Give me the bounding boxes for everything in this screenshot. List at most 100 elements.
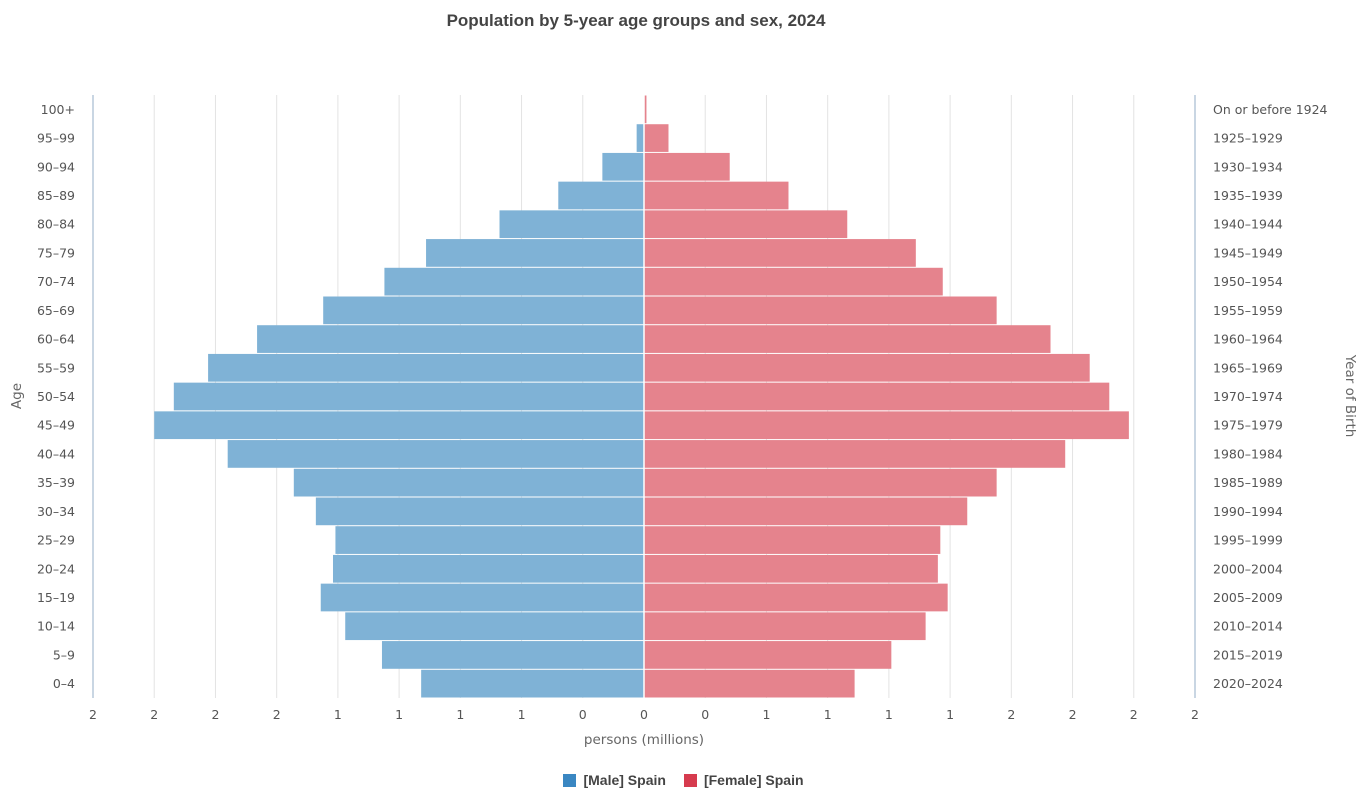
bar-female[interactable] <box>644 210 848 239</box>
year-of-birth-tick-label: 1985–1989 <box>1213 475 1283 490</box>
bar-female[interactable] <box>644 411 1129 440</box>
age-tick-label: 15–19 <box>37 590 75 605</box>
bar-female[interactable] <box>644 239 916 267</box>
y-axis-title: Age <box>9 383 25 409</box>
bar-male[interactable] <box>421 669 644 698</box>
bar-male[interactable] <box>257 325 644 353</box>
legend-item-female[interactable]: [Female] Spain <box>683 772 804 788</box>
year-of-birth-tick-label: 1980–1984 <box>1213 446 1283 461</box>
bar-female[interactable] <box>644 440 1066 468</box>
age-tick-label: 40–44 <box>37 446 75 461</box>
bar-male[interactable] <box>636 124 644 152</box>
x-tick-label: 2 <box>273 707 281 722</box>
legend-label-female: [Female] Spain <box>703 772 804 788</box>
bar-male[interactable] <box>332 554 644 583</box>
year-of-birth-tick-label: 1970–1974 <box>1213 389 1283 404</box>
bar-male[interactable] <box>323 296 644 325</box>
year-of-birth-tick-label: On or before 1924 <box>1213 102 1328 117</box>
x-tick-label: 2 <box>1130 707 1138 722</box>
x-tick-label: 2 <box>150 707 158 722</box>
age-tick-label: 30–34 <box>37 504 75 519</box>
bar-male[interactable] <box>227 440 644 468</box>
x-tick-label: 1 <box>946 707 954 722</box>
bar-male[interactable] <box>381 641 644 669</box>
year-of-birth-tick-labels: 2020–2024 2015–2019 2010–2014 2005–2009 2000… <box>1213 102 1328 691</box>
age-tick-label: 100+ <box>41 102 75 117</box>
x-tick-label: 2 <box>89 707 97 722</box>
age-tick-label: 70–74 <box>37 274 75 289</box>
bar-female[interactable] <box>644 669 855 698</box>
x-tick-label: 1 <box>395 707 403 722</box>
bar-male[interactable] <box>320 583 644 612</box>
bar-female[interactable] <box>644 95 647 124</box>
year-of-birth-tick-label: 1960–1964 <box>1213 332 1283 347</box>
year-of-birth-tick-label: 1990–1994 <box>1213 504 1283 519</box>
age-tick-labels: 0–4 5–9 10–14 15–19 20–24 25–29 30–34 35–39 40–4… <box>37 102 75 691</box>
bars <box>154 95 1129 698</box>
age-tick-label: 25–29 <box>37 533 75 548</box>
bar-female[interactable] <box>644 181 789 210</box>
x-axis-title: persons (millions) <box>584 732 704 748</box>
bar-female[interactable] <box>644 124 669 152</box>
year-of-birth-tick-label: 1925–1929 <box>1213 131 1283 146</box>
x-tick-label: 2 <box>211 707 219 722</box>
year-of-birth-tick-label: 2020–2024 <box>1213 676 1283 691</box>
age-tick-label: 50–54 <box>37 389 75 404</box>
year-of-birth-tick-label: 2015–2019 <box>1213 647 1283 662</box>
legend: [Male] Spain [Female] Spain <box>0 772 1367 788</box>
age-tick-label: 45–49 <box>37 418 75 433</box>
age-tick-label: 90–94 <box>37 159 75 174</box>
legend-swatch-male <box>563 773 577 787</box>
bar-male[interactable] <box>208 353 644 382</box>
year-of-birth-tick-label: 1950–1954 <box>1213 274 1283 289</box>
age-tick-label: 75–79 <box>37 245 75 260</box>
bar-female[interactable] <box>644 612 926 641</box>
bar-female[interactable] <box>644 526 941 554</box>
x-tick-label: 2 <box>1007 707 1015 722</box>
x-tick-label: 1 <box>885 707 893 722</box>
bar-male[interactable] <box>293 468 644 497</box>
bar-female[interactable] <box>644 583 948 612</box>
bar-female[interactable] <box>644 152 730 181</box>
bar-male[interactable] <box>384 267 644 296</box>
bar-male[interactable] <box>558 181 644 210</box>
bar-female[interactable] <box>644 325 1051 353</box>
year-of-birth-tick-label: 1995–1999 <box>1213 533 1283 548</box>
x-tick-label: 0 <box>640 707 648 722</box>
legend-label-male: [Male] Spain <box>583 772 666 788</box>
bar-female[interactable] <box>644 353 1090 382</box>
bar-male[interactable] <box>426 239 644 267</box>
bar-male[interactable] <box>499 210 644 239</box>
age-tick-label: 55–59 <box>37 360 75 375</box>
bar-male[interactable] <box>335 526 644 554</box>
bar-female[interactable] <box>644 267 943 296</box>
year-of-birth-tick-label: 2005–2009 <box>1213 590 1283 605</box>
bar-male[interactable] <box>345 612 644 641</box>
bar-female[interactable] <box>644 468 997 497</box>
bar-male[interactable] <box>602 152 644 181</box>
bar-male[interactable] <box>154 411 644 440</box>
age-tick-label: 60–64 <box>37 332 75 347</box>
bar-female[interactable] <box>644 641 892 669</box>
bar-female[interactable] <box>644 296 997 325</box>
legend-item-male[interactable]: [Male] Spain <box>563 772 666 788</box>
age-tick-label: 65–69 <box>37 303 75 318</box>
year-of-birth-tick-label: 1940–1944 <box>1213 217 1283 232</box>
bar-female[interactable] <box>644 382 1110 411</box>
x-tick-labels: 2 2 2 2 1 1 1 1 0 0 0 1 1 1 1 2 2 2 2 <box>89 707 1199 722</box>
year-of-birth-tick-label: 2000–2004 <box>1213 561 1283 576</box>
x-tick-label: 0 <box>579 707 587 722</box>
age-tick-label: 10–14 <box>37 619 75 634</box>
year-of-birth-tick-label: 1930–1934 <box>1213 159 1283 174</box>
year-of-birth-tick-label: 1965–1969 <box>1213 360 1283 375</box>
bar-male[interactable] <box>173 382 644 411</box>
bar-female[interactable] <box>644 554 938 583</box>
bar-male[interactable] <box>315 497 644 526</box>
x-tick-label: 2 <box>1069 707 1077 722</box>
age-tick-label: 20–24 <box>37 561 75 576</box>
year-of-birth-tick-label: 1955–1959 <box>1213 303 1283 318</box>
chart-title: Population by 5-year age groups and sex,… <box>447 11 826 30</box>
bar-female[interactable] <box>644 497 968 526</box>
x-tick-label: 2 <box>1191 707 1199 722</box>
